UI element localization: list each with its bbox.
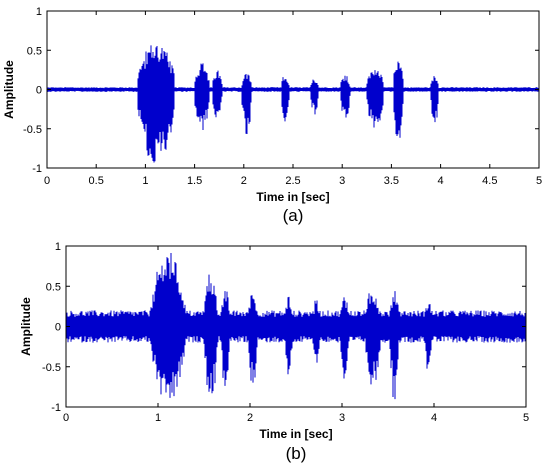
x-tick-label: 0.5 [89,175,104,187]
panel-caption: (a) [283,206,304,225]
y-tick-label: 1 [55,241,61,253]
panel-b: 0 1 2 3 4 5 -1 -0.5 0 0.5 1 Time in [sec] Amplitude (… [19,241,529,463]
x-tick-label: 4.5 [482,175,497,187]
x-tick-label: 1.5 [187,175,202,187]
x-axis-label: Time in [sec] [259,427,332,441]
x-axis-label: Time in [sec] [256,190,329,204]
waveform-series [65,252,527,400]
x-tick-label: 1 [155,412,161,424]
y-axis-label: Amplitude [19,297,33,356]
x-tick-label: 5 [536,175,542,187]
x-tick-label: 3.5 [384,175,399,187]
x-tick-label: 2.5 [285,175,300,187]
x-tick-label: 0 [63,412,69,424]
y-tick-label: 1 [36,6,42,18]
panel-caption: (b) [286,444,307,463]
x-tick-label: 2 [241,175,247,187]
y-axis-label: Amplitude [2,60,16,119]
waveform-series [46,45,540,163]
x-tick-label: 5 [523,412,529,424]
y-tick-label: -1 [51,402,61,414]
x-tick-label: 4 [431,412,437,424]
y-tick-label: 0 [55,322,61,334]
y-tick-label: -1 [32,163,42,175]
x-tick-label: 0 [44,175,50,187]
x-tick-label: 4 [438,175,444,187]
y-tick-label: -0.5 [42,362,61,374]
x-tick-label: 2 [247,412,253,424]
y-tick-label: 0.5 [27,45,42,57]
x-tick-label: 3 [339,175,345,187]
y-tick-label: -0.5 [23,124,42,136]
panel-a: 0 0.5 1 1.5 2 2.5 3 3.5 4 4.5 5 -1 -0.5 0 0.5 1 Time in … [2,6,542,225]
y-tick-label: 0.5 [46,281,61,293]
x-tick-label: 3 [339,412,345,424]
y-tick-label: 0 [36,85,42,97]
x-tick-label: 1 [142,175,148,187]
